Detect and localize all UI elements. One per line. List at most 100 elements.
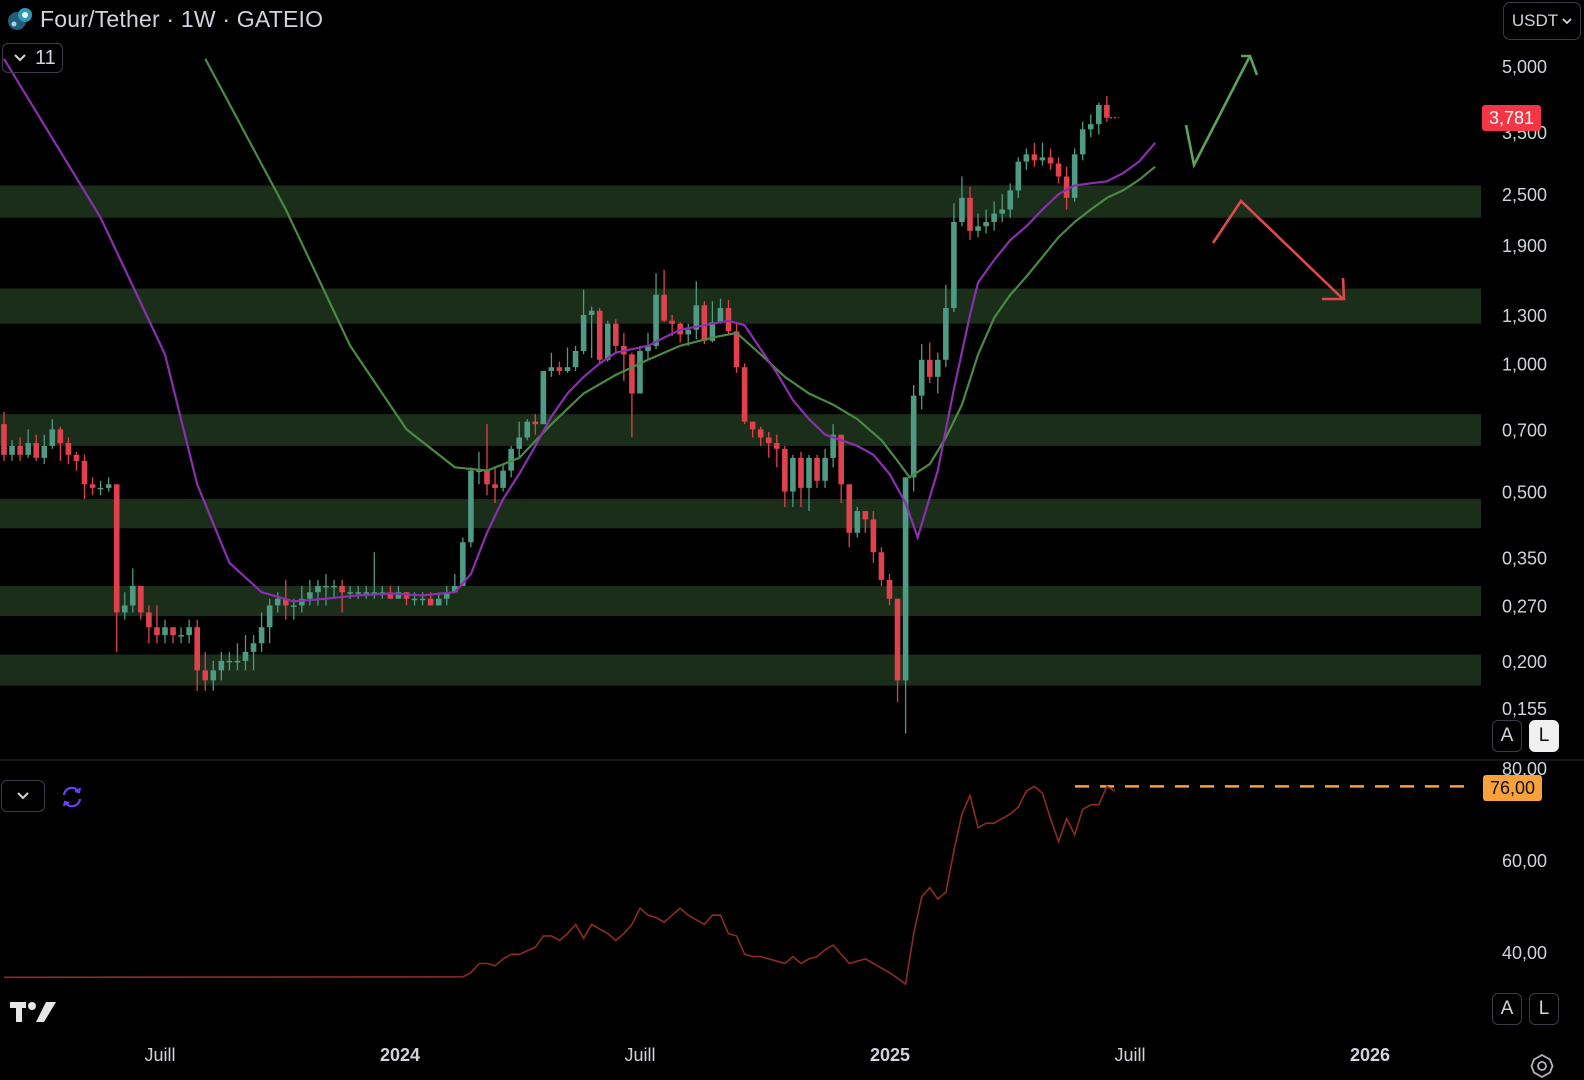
candle-body (97, 487, 104, 490)
candle-body (234, 660, 241, 663)
candle-body (65, 443, 72, 455)
candle-body (532, 421, 539, 425)
candle-body (540, 370, 547, 425)
oscillator-collapse-button[interactable] (1, 780, 45, 812)
candle-body (1079, 129, 1086, 155)
candle-body (596, 310, 603, 360)
candle-body (1063, 176, 1070, 198)
candle-body (814, 457, 820, 481)
osc-auto-scale-button[interactable]: A (1492, 993, 1522, 1025)
candle-body (492, 484, 498, 488)
auto-scale-label: A (1500, 725, 1514, 746)
chevron-down-icon (17, 792, 29, 800)
candle-body (347, 592, 353, 594)
indicators-collapse-button[interactable]: 11 (2, 43, 63, 73)
candle-body (291, 605, 297, 607)
candle-body (862, 511, 869, 520)
candle-body (1015, 161, 1022, 191)
time-axis-label: 2024 (380, 1045, 420, 1065)
candle-body (419, 598, 426, 601)
candle-body (508, 448, 514, 471)
currency-selector[interactable]: USDT (1503, 2, 1581, 40)
candle-body (49, 429, 56, 446)
candle-body (886, 579, 893, 599)
candle-body (669, 320, 675, 324)
candle-body (910, 395, 917, 478)
candle-body (138, 585, 144, 613)
candle-body (355, 592, 361, 594)
candle-body (113, 484, 120, 613)
rsi-axis-label: 60,00 (1502, 851, 1547, 871)
candle-body (653, 294, 659, 346)
chart-title: Four/Tether · 1W · GATEIO (40, 6, 324, 32)
candle-body (854, 511, 861, 533)
time-axis-label: Juill (1114, 1045, 1145, 1065)
candle-body (250, 643, 257, 652)
candle-body (613, 323, 619, 346)
candle-body (1104, 104, 1110, 118)
candle-body (629, 354, 635, 394)
osc-log-scale-label: L (1538, 998, 1550, 1019)
candle-body (154, 627, 160, 636)
price-axis-label: 1,000 (1502, 354, 1547, 374)
candle-body (460, 542, 466, 586)
price-axis-label: 0,200 (1502, 652, 1547, 672)
candle-body (701, 305, 708, 341)
candle-body (967, 197, 973, 231)
candle-body (838, 434, 844, 485)
refresh-icon[interactable] (58, 783, 86, 811)
candle-body (556, 367, 563, 371)
candle-body (524, 421, 531, 438)
candle-body (315, 585, 321, 593)
auto-scale-button[interactable]: A (1492, 720, 1522, 752)
candle-body (178, 635, 184, 637)
candle-body (299, 598, 305, 606)
log-scale-label: L (1538, 725, 1550, 746)
candle-body (878, 552, 885, 580)
candle-body (1071, 154, 1078, 198)
candle-body (749, 421, 756, 430)
tradingview-logo-icon[interactable] (8, 998, 58, 1026)
candle-body (846, 484, 853, 533)
candle-body (588, 310, 595, 315)
candle-body (830, 434, 836, 458)
candle-body (73, 454, 80, 461)
candle-body (81, 460, 88, 485)
candle-body (33, 443, 39, 458)
candle-body (806, 457, 812, 488)
candle-body (1023, 154, 1030, 162)
candle-body (41, 445, 48, 458)
support-zone-3 (0, 499, 1481, 529)
candle-body (443, 592, 450, 599)
candle-body (983, 221, 989, 227)
candle-body (798, 457, 804, 488)
candle-body (902, 477, 909, 681)
candle-body (266, 605, 273, 628)
price-axis-label: 0,700 (1502, 420, 1547, 440)
candle-body (468, 470, 474, 543)
candle-body (951, 221, 957, 308)
candle-body (604, 323, 611, 360)
candle-body (363, 592, 370, 594)
candle-body (709, 322, 716, 341)
candle-body (782, 448, 788, 492)
candle-body (323, 585, 329, 588)
candle-body (274, 598, 281, 606)
gear-icon[interactable] (1529, 1053, 1555, 1079)
osc-log-scale-button[interactable]: L (1529, 993, 1559, 1025)
candle-body (685, 329, 692, 335)
candle-body (894, 598, 901, 681)
candle-body (918, 359, 925, 396)
support-zone-0 (0, 185, 1481, 218)
candle-body (1, 424, 7, 455)
log-scale-button[interactable]: L (1529, 720, 1559, 752)
candle-body (170, 627, 176, 636)
candle-body (57, 429, 64, 444)
chevron-down-icon (1562, 18, 1572, 25)
candle-body (307, 592, 313, 599)
candle-body (210, 670, 217, 681)
candle-body (1087, 124, 1094, 130)
chevron-down-icon (14, 54, 26, 62)
price-axis-label: 1,300 (1502, 306, 1547, 326)
